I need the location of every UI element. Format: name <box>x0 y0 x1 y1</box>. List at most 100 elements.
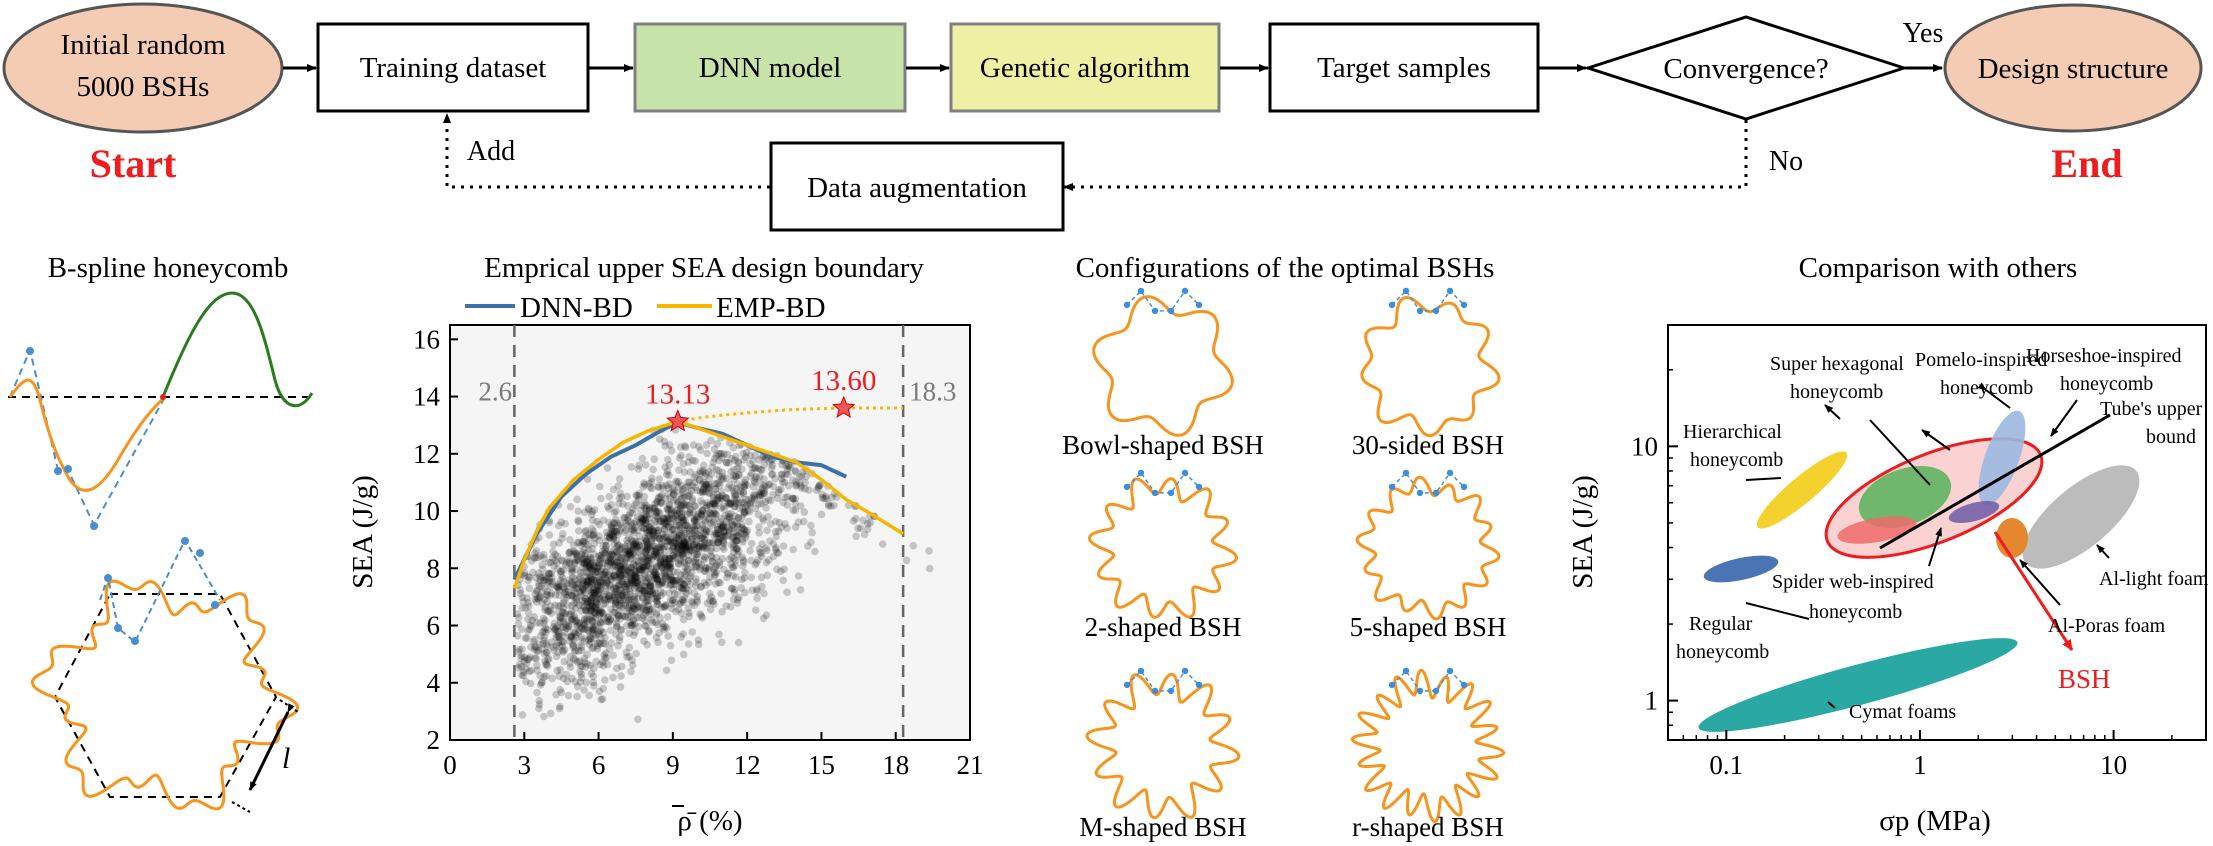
scatter-point <box>517 662 526 671</box>
scatter-point <box>587 564 596 573</box>
scatter-point <box>608 527 617 535</box>
config-label-4: 5-shaped BSH <box>1350 612 1507 642</box>
scatter-point <box>740 482 748 491</box>
scatter-point <box>628 619 637 628</box>
scatter-point <box>714 538 723 546</box>
scatter-point <box>599 628 608 637</box>
scatter-point <box>685 612 693 621</box>
scatter-point <box>762 611 771 619</box>
scatter-point <box>601 567 610 576</box>
scatter-point <box>615 494 624 503</box>
scatter-point <box>630 523 639 532</box>
scatter-point <box>712 529 720 538</box>
scatter-point <box>570 628 578 637</box>
scatter-point <box>720 505 729 513</box>
scatter-point <box>604 592 613 600</box>
scatter-point <box>542 660 551 668</box>
scatter-point <box>718 468 727 477</box>
scatter-point <box>607 572 615 581</box>
scatter-point <box>762 558 771 567</box>
scatter-point <box>581 624 589 633</box>
scatter-point <box>535 696 544 705</box>
scatter-point <box>690 549 699 558</box>
scatter-point <box>672 533 681 541</box>
scatter-point <box>651 517 659 526</box>
scatter-point <box>715 479 723 488</box>
scatter-point <box>637 584 645 593</box>
scatter-point <box>580 625 588 634</box>
scatter-point <box>675 548 684 557</box>
genetic-algorithm-label: Genetic algorithm <box>980 52 1191 84</box>
scatter-point <box>822 494 830 503</box>
scatter-point <box>643 596 651 604</box>
scatter-point <box>717 494 726 503</box>
scatter-point <box>641 558 650 566</box>
scatter-point <box>559 566 568 574</box>
scatter-point <box>786 463 795 472</box>
scatter-point <box>625 601 634 609</box>
scatter-point <box>569 643 578 651</box>
scatter-point <box>580 545 588 554</box>
scatter-point <box>653 553 662 561</box>
scatter-point <box>593 517 601 526</box>
scatter-point <box>605 518 613 527</box>
scatter-point <box>645 553 654 562</box>
scatter-point <box>714 525 722 534</box>
scatter-point <box>723 573 731 582</box>
scatter-point <box>699 485 708 494</box>
scatter-point <box>692 518 701 526</box>
compare-panel: Comparison with others Sup <box>1567 252 2209 837</box>
scatter-point <box>553 583 561 591</box>
scatter-point <box>711 485 720 493</box>
vline-label-left: 2.6 <box>478 377 512 407</box>
scatter-point <box>560 583 568 591</box>
scatter-point <box>632 517 640 526</box>
scatter-point <box>635 584 644 593</box>
scatter-point <box>669 580 677 589</box>
scatter-point <box>584 597 592 606</box>
scatter-point <box>663 542 671 551</box>
scatter-point <box>707 544 716 552</box>
scatter-point <box>727 517 736 526</box>
scatter-point <box>690 501 699 510</box>
scatter-point <box>565 549 574 557</box>
scatter-point <box>666 494 674 503</box>
scatter-point <box>629 661 637 669</box>
scatter-point <box>762 544 770 552</box>
scatter-point <box>632 573 640 582</box>
scatter-point <box>635 565 644 573</box>
scatter-point <box>640 524 648 533</box>
scatter-point <box>659 533 668 541</box>
scatter-point <box>613 528 621 537</box>
scatter-point <box>589 602 598 611</box>
scatter-point <box>541 624 550 632</box>
scatter-point <box>779 576 787 585</box>
scatter-point <box>756 492 764 500</box>
scatter-point <box>666 560 675 568</box>
scatter-point <box>722 474 731 483</box>
scatter-point <box>735 593 743 602</box>
scatter-point <box>550 562 558 570</box>
scatter-point <box>760 481 768 490</box>
scatter-point <box>673 500 682 508</box>
scatter-point <box>629 560 638 569</box>
scatter-point <box>582 549 590 557</box>
scatter-point <box>717 504 726 512</box>
scatter-point <box>674 549 683 558</box>
scatter-point <box>615 541 623 550</box>
scatter-point <box>662 564 671 573</box>
scatter-point <box>852 532 860 541</box>
scatter-point <box>679 615 688 624</box>
scatter-point <box>732 545 740 553</box>
scatter-point <box>650 568 659 576</box>
scatter-point <box>645 506 653 515</box>
scatter-point <box>725 524 734 533</box>
compare-x-tick-label: 10 <box>2100 750 2127 780</box>
scatter-point <box>720 529 728 537</box>
scatter-point <box>758 540 766 548</box>
scatter-point <box>693 544 701 552</box>
scatter-point <box>675 508 684 516</box>
scatter-point <box>596 595 605 604</box>
scatter-point <box>559 603 568 612</box>
scatter-point <box>663 512 672 521</box>
